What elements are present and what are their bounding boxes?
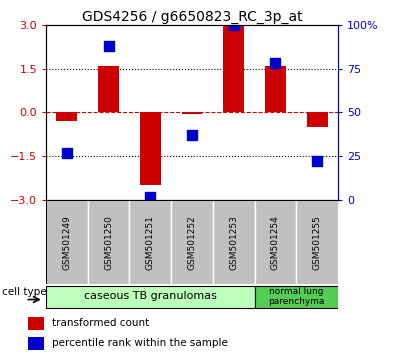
Bar <box>28 317 44 330</box>
Bar <box>98 65 119 113</box>
Bar <box>223 25 244 113</box>
Bar <box>130 200 171 284</box>
Bar <box>46 200 88 284</box>
Text: GSM501250: GSM501250 <box>104 215 113 270</box>
Text: GSM501254: GSM501254 <box>271 215 280 269</box>
Point <box>272 61 279 66</box>
Point <box>230 22 237 28</box>
Bar <box>28 337 44 350</box>
Bar <box>140 113 161 185</box>
Text: GSM501252: GSM501252 <box>188 215 196 269</box>
Text: GSM501251: GSM501251 <box>146 215 155 270</box>
Point <box>105 43 112 48</box>
Text: transformed count: transformed count <box>52 318 149 328</box>
Point <box>189 132 195 138</box>
Text: GSM501253: GSM501253 <box>229 215 238 270</box>
Point <box>314 159 320 164</box>
Text: percentile rank within the sample: percentile rank within the sample <box>52 338 228 348</box>
Bar <box>213 200 254 284</box>
Title: GDS4256 / g6650823_RC_3p_at: GDS4256 / g6650823_RC_3p_at <box>82 10 302 24</box>
Bar <box>182 113 202 114</box>
Bar <box>265 65 286 113</box>
Bar <box>307 113 328 127</box>
Bar <box>171 200 213 284</box>
Point <box>64 150 70 155</box>
Text: cell type: cell type <box>2 287 47 297</box>
Text: GSM501249: GSM501249 <box>62 215 71 269</box>
Point <box>147 194 154 199</box>
Bar <box>88 200 130 284</box>
Bar <box>254 200 296 284</box>
Bar <box>254 286 338 308</box>
Text: caseous TB granulomas: caseous TB granulomas <box>84 291 217 302</box>
Bar <box>296 200 338 284</box>
Text: normal lung
parenchyma: normal lung parenchyma <box>268 287 324 306</box>
Bar <box>56 113 77 121</box>
Bar <box>46 286 254 308</box>
Text: GSM501255: GSM501255 <box>313 215 322 270</box>
